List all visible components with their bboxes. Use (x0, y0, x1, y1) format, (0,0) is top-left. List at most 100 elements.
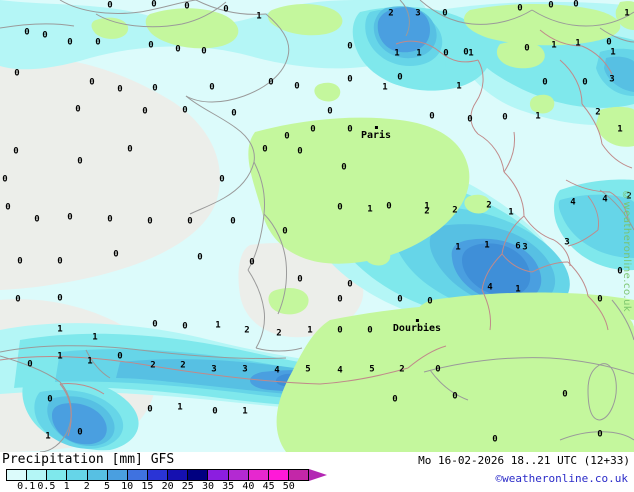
color-scale-tick-label: 50 (283, 481, 295, 492)
color-scale-swatch (7, 470, 27, 480)
grid-value-label: 0 (15, 296, 20, 305)
grid-value-label: 0 (524, 45, 529, 54)
grid-value-label: 0 (47, 396, 52, 405)
grid-value-label: 0 (147, 218, 152, 227)
grid-value-label: 0 (397, 296, 402, 305)
color-scale-swatch (208, 470, 228, 480)
grid-value-label: 0 (2, 176, 7, 185)
grid-value-label: 0 (297, 148, 302, 157)
map-canvas (0, 0, 634, 452)
grid-value-label: 1 (45, 433, 50, 442)
grid-value-label: 0 (24, 29, 29, 38)
watermark-text: ©weatheronline.co.uk (621, 190, 632, 312)
grid-value-label: 0 (67, 39, 72, 48)
grid-value-label: 0 (573, 1, 578, 10)
grid-value-label: 2 (452, 207, 457, 216)
color-scale-swatch (269, 470, 289, 480)
grid-value-label: 0 (542, 79, 547, 88)
grid-value-label: 5 (369, 366, 374, 375)
grid-value-label: 1 (610, 49, 615, 58)
copyright-notice[interactable]: ©weatheronline.co.uk (496, 472, 628, 485)
grid-value-label: 1 (508, 209, 513, 218)
grid-value-label: 0 (337, 327, 342, 336)
map-footer: Precipitation [mm] GFS Mo 16-02-2026 18.… (0, 452, 634, 490)
grid-value-label: 0 (392, 396, 397, 405)
grid-value-label: 0 (212, 408, 217, 417)
grid-value-label: 0 (147, 406, 152, 415)
grid-value-label: 0 (341, 164, 346, 173)
color-scale-tick-label: 2 (84, 481, 90, 492)
grid-value-label: 0 (175, 46, 180, 55)
color-scale-swatch (67, 470, 87, 480)
grid-value-label: 2 (150, 362, 155, 371)
color-scale-tick-label: 20 (162, 481, 174, 492)
grid-value-label: 4 (274, 367, 279, 376)
grid-value-label: 0 (517, 5, 522, 14)
model-run-timestamp: Mo 16-02-2026 18..21 UTC (12+33) (418, 454, 630, 467)
grid-value-label: 0 (14, 70, 19, 79)
grid-value-label: 1 (617, 126, 622, 135)
grid-value-label: 5 (305, 366, 310, 375)
grid-value-label: 2 (388, 10, 393, 19)
product-title: Precipitation [mm] GFS (2, 452, 174, 467)
precipitation-map[interactable]: Paris Dourbies 0 0 0 0 2 3 0 0 0 0 1 1 0 0 0 0 0 0 0 0 1 1 0 1 0… (0, 0, 634, 452)
grid-value-label: 3 (415, 10, 420, 19)
grid-value-label: 0 (187, 218, 192, 227)
city-name: Paris (361, 131, 391, 141)
grid-value-label: 0 (151, 1, 156, 10)
grid-value-label: 0 (606, 39, 611, 48)
grid-value-label: 0 (337, 204, 342, 213)
grid-value-label: 0 (95, 39, 100, 48)
grid-value-label: 0 (5, 204, 10, 213)
color-scale-swatch (148, 470, 168, 480)
grid-value-label: 0 (249, 259, 254, 268)
grid-value-label: 0 (219, 176, 224, 185)
grid-value-label: 4 (602, 196, 607, 205)
grid-value-label: 0 (337, 296, 342, 305)
grid-value-label: 0 (89, 79, 94, 88)
grid-value-label: 0 (223, 6, 228, 15)
grid-value-label: 0 (442, 10, 447, 19)
grid-value-label: 0 (397, 74, 402, 83)
grid-value-label: 1 (575, 40, 580, 49)
grid-value-label: 0 (17, 258, 22, 267)
grid-value-label: 1 (394, 50, 399, 59)
grid-value-label: 2 (180, 362, 185, 371)
color-scale-tick-label: 35 (222, 481, 234, 492)
grid-value-label: 0 (57, 258, 62, 267)
color-scale-bar (6, 469, 309, 481)
grid-value-label: 1 (57, 326, 62, 335)
grid-value-label: 0 (27, 361, 32, 370)
grid-value-label: 0 (127, 146, 132, 155)
grid-value-label: 0 (117, 353, 122, 362)
grid-value-label: 0 (327, 108, 332, 117)
grid-value-label: 0 (597, 431, 602, 440)
color-scale-tick-label: 40 (242, 481, 254, 492)
grid-value-label: 0 (107, 216, 112, 225)
city-name: Dourbies (393, 324, 441, 334)
grid-value-label: 1 (484, 242, 489, 251)
grid-value-label: 0 (77, 429, 82, 438)
grid-value-label: 2 (486, 202, 491, 211)
grid-value-label: 3 (522, 244, 527, 253)
grid-value-label: 1 (92, 334, 97, 343)
grid-value-label: 0 (182, 323, 187, 332)
grid-value-label: 0 (142, 108, 147, 117)
grid-value-label: 0 (429, 113, 434, 122)
grid-value-label: 4 (337, 367, 342, 376)
grid-value-label: 0 (562, 391, 567, 400)
grid-value-label: 0 (182, 107, 187, 116)
city-label-dourbies: Dourbies (393, 319, 441, 334)
grid-value-label: 0 (42, 32, 47, 41)
color-scale-swatch (47, 470, 67, 480)
grid-value-label: 0 (443, 50, 448, 59)
grid-value-label: 0 (367, 327, 372, 336)
grid-value-label: 0 (347, 43, 352, 52)
grid-value-label: 0 (310, 126, 315, 135)
grid-value-label: 0 (282, 228, 287, 237)
color-scale-tick-label: 15 (141, 481, 153, 492)
grid-value-label: 0 (107, 2, 112, 11)
grid-value-label: 0 (152, 321, 157, 330)
city-marker-dot (374, 126, 377, 129)
